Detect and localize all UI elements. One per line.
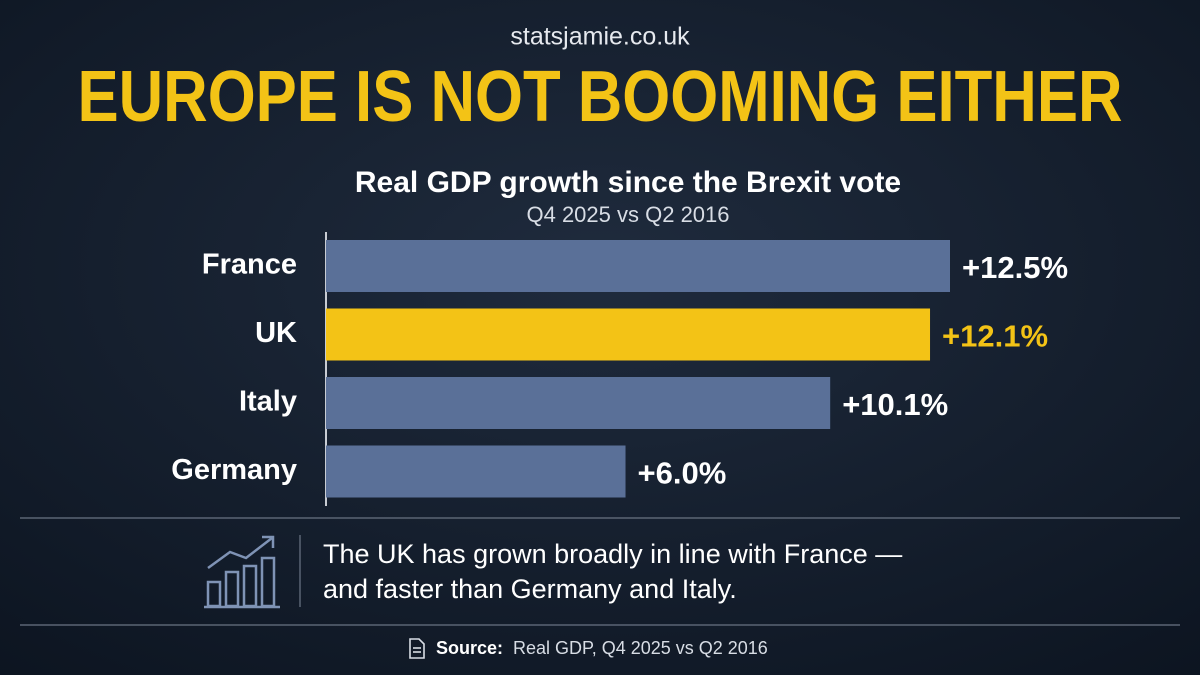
category-label: Germany	[171, 454, 297, 486]
category-label: UK	[255, 317, 297, 349]
value-label: +10.1%	[842, 387, 948, 422]
value-label: +6.0%	[638, 456, 727, 491]
bar	[326, 240, 950, 292]
bar	[326, 377, 831, 429]
category-label: France	[202, 249, 297, 281]
growth-icon	[204, 535, 280, 609]
note-line: The UK has grown broadly in line with Fr…	[323, 539, 902, 569]
bar	[326, 308, 931, 361]
source-label: Source:	[436, 638, 503, 658]
value-label: +12.5%	[962, 250, 1068, 285]
note-line: and faster than Germany and Italy.	[323, 574, 737, 604]
value-label: +12.1%	[942, 319, 1048, 354]
chart-period: Q4 2025 vs Q2 2016	[526, 202, 729, 227]
chart-subtitle: Real GDP growth since the Brexit vote	[355, 166, 901, 199]
source-text: Real GDP, Q4 2025 vs Q2 2016	[513, 638, 768, 658]
document-icon	[409, 638, 425, 659]
category-label: Italy	[239, 386, 297, 418]
bars: France +12.5% UK +12.1% Italy +10.1% Germany +6…	[171, 240, 1068, 498]
site-name: statsjamie.co.uk	[510, 23, 690, 51]
chart-title: EUROPE IS NOT BOOMING EITHER	[78, 57, 1123, 137]
bar	[326, 445, 626, 498]
